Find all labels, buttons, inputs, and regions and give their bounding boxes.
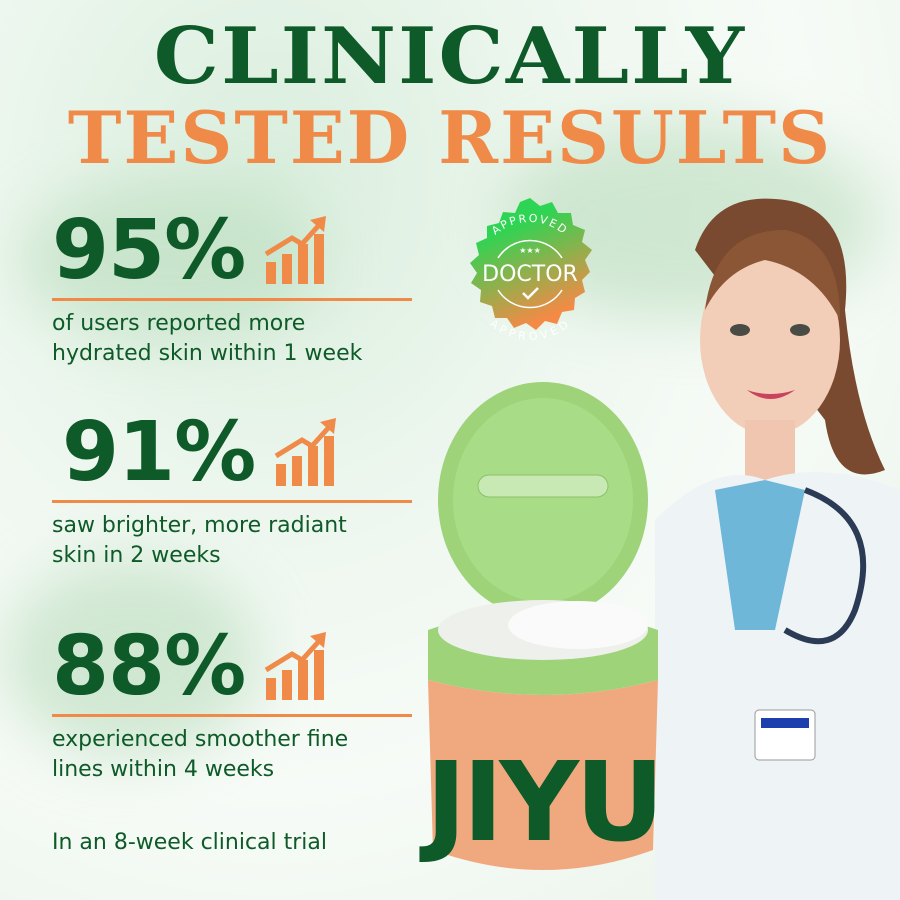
background-blur bbox=[0, 560, 260, 760]
stat-block: 91% saw brighter, more radiant skin in 2 … bbox=[52, 412, 412, 571]
stat-description: lines within 4 weeks bbox=[52, 757, 275, 782]
product-brand: JIYU bbox=[419, 738, 661, 866]
stat-description: hydrated skin within 1 week bbox=[52, 341, 363, 366]
stat-description: experienced smoother fine bbox=[52, 727, 349, 752]
stat-description: of users reported more bbox=[52, 311, 306, 336]
doctor-photo bbox=[655, 198, 900, 900]
background-blur bbox=[20, 180, 320, 340]
footnote: In an 8-week clinical trial bbox=[52, 830, 328, 855]
stat-percent: 95% bbox=[52, 203, 246, 298]
growth-chart-icon bbox=[265, 632, 327, 700]
headline-line2: TESTED RESULTS bbox=[67, 95, 833, 180]
stat-percent: 91% bbox=[62, 405, 256, 500]
badge-center-text: DOCTOR bbox=[482, 262, 578, 287]
headline-line1: CLINICALLY bbox=[153, 11, 747, 102]
star-icon: ★★★ bbox=[519, 246, 541, 255]
stat-block: 95% of users reported more hydrated skin … bbox=[52, 210, 412, 369]
growth-chart-icon bbox=[265, 216, 327, 284]
stat-description: saw brighter, more radiant bbox=[52, 513, 347, 538]
check-icon bbox=[522, 287, 539, 300]
doctor-approved-badge: APPROVED APPROVED ★★★ DOCTOR bbox=[470, 198, 592, 343]
stat-description: skin in 2 weeks bbox=[52, 543, 221, 568]
product-jar: JIYU bbox=[419, 382, 664, 870]
stat-percent: 88% bbox=[52, 619, 246, 714]
divider bbox=[52, 298, 412, 301]
stat-block: 88% experienced smoother fine lines withi… bbox=[52, 626, 412, 785]
divider bbox=[52, 500, 412, 503]
growth-chart-icon bbox=[275, 418, 337, 486]
divider bbox=[52, 714, 412, 717]
